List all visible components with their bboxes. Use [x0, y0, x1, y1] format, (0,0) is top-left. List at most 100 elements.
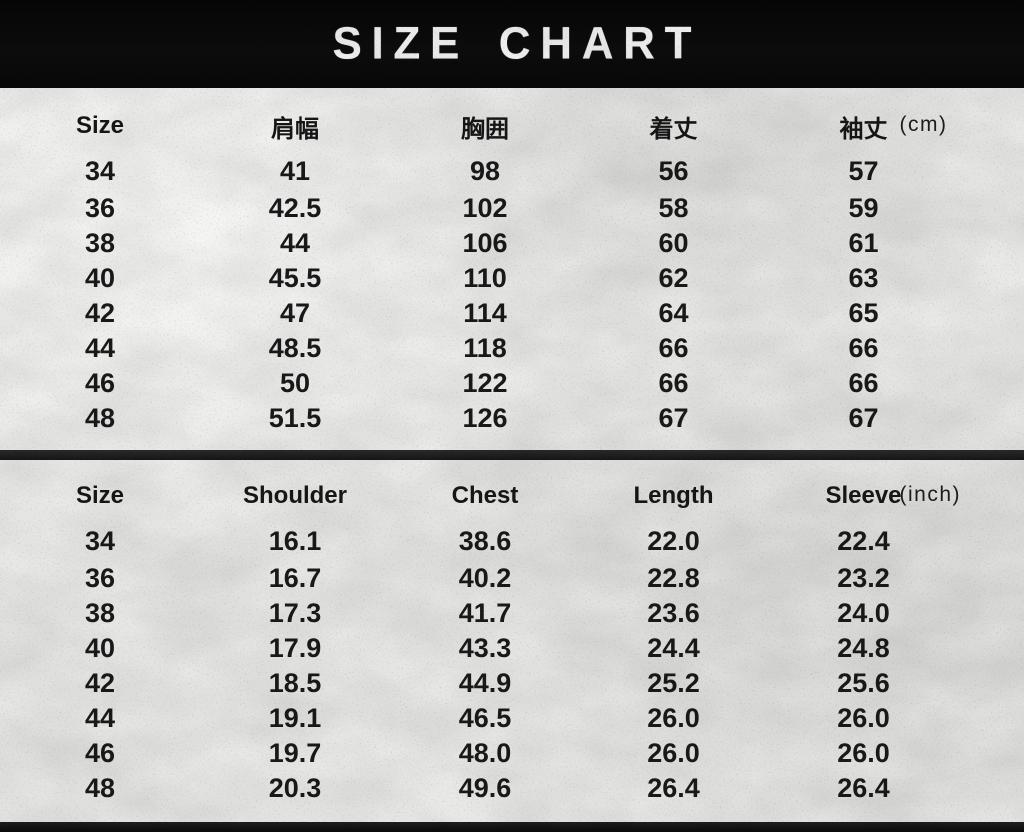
- table-cell: 62: [658, 263, 689, 293]
- table-cell: 48.5: [268, 333, 322, 363]
- table-cell: 36: [84, 193, 116, 223]
- table-cell: 42: [84, 668, 116, 698]
- page-title: SIZE CHART: [332, 18, 702, 69]
- column-header-cm-2: 胸囲: [390, 104, 580, 148]
- table-cell: 49.6: [458, 773, 512, 803]
- table-cell: 61: [848, 228, 879, 258]
- table-row: 36 16.7 40.2 22.8 23.2: [0, 561, 960, 596]
- table-row: 44 48.5 118 66 66: [0, 331, 960, 366]
- table-cell: 48: [84, 403, 116, 433]
- size-table-inch-section: Size Shoulder Chest Length Sleeve (inch) 34 16…: [0, 460, 1024, 822]
- table-cell: 19.7: [268, 738, 322, 768]
- table-cell: 20.3: [268, 773, 322, 803]
- table-cell: 26.0: [647, 738, 700, 768]
- table-cell: 25.2: [647, 668, 700, 698]
- header-row-inch: Size Shoulder Chest Length Sleeve (inch): [0, 474, 960, 518]
- column-header-label: Length: [633, 482, 714, 509]
- table-cell: 44: [84, 703, 116, 733]
- table-cell: 41: [279, 156, 311, 186]
- column-header-cm-1: 肩幅: [200, 104, 390, 148]
- table-cell: 17.9: [268, 633, 322, 663]
- table-cell: 66: [658, 368, 689, 398]
- table-row: 38 44 106 60 61: [0, 226, 960, 261]
- table-row: 36 42.5 102 58 59: [0, 191, 960, 226]
- column-header-inch-1: Shoulder: [200, 474, 390, 518]
- table-cell: 118: [463, 333, 507, 363]
- table-cell: 122: [462, 368, 508, 398]
- table-row: 46 19.7 48.0 26.0 26.0: [0, 736, 960, 771]
- table-cell: 24.4: [647, 633, 700, 663]
- table-cell: 64: [658, 298, 689, 328]
- column-header-label: Size: [75, 112, 125, 139]
- column-header-label: Sleeve: [825, 482, 902, 509]
- section-divider: [0, 450, 1024, 460]
- unit-label-cm: (cm): [899, 113, 948, 136]
- table-cell: 48.0: [458, 738, 512, 768]
- column-header-inch-3: Length: [580, 474, 767, 518]
- table-cell: 26.0: [647, 703, 700, 733]
- table-cell: 102: [462, 193, 508, 223]
- size-table-inch: Size Shoulder Chest Length Sleeve (inch) 34 16…: [0, 474, 960, 806]
- column-header-label: 肩幅: [271, 115, 319, 143]
- table-cell: 16.1: [268, 526, 322, 556]
- table-cell: 48: [84, 773, 116, 803]
- table-cell: 106: [462, 228, 508, 258]
- table-row: 34 16.1 38.6 22.0 22.4: [0, 518, 960, 561]
- column-header-cm-0: Size: [0, 104, 200, 148]
- table-cell: 40.2: [458, 563, 512, 593]
- table-cell: 22.4: [837, 526, 890, 556]
- table-cell: 40: [84, 633, 116, 663]
- table-cell: 23.6: [647, 598, 700, 628]
- table-cell: 44: [279, 228, 311, 258]
- column-header-cm-4: 袖丈 (cm): [767, 104, 960, 148]
- table-cell: 67: [658, 403, 689, 433]
- table-cell: 126: [462, 403, 508, 433]
- column-header-label: Shoulder: [242, 482, 347, 509]
- table-cell: 38: [84, 228, 116, 258]
- table-cell: 59: [848, 193, 879, 223]
- table-cell: 57: [848, 156, 879, 186]
- table-cell: 40: [84, 263, 116, 293]
- table-cell: 42: [84, 298, 116, 328]
- table-cell: 24.0: [837, 598, 890, 628]
- table-row: 46 50 122 66 66: [0, 366, 960, 401]
- table-cell: 22.8: [647, 563, 700, 593]
- table-cell: 65: [848, 298, 879, 328]
- table-cell: 50: [279, 368, 311, 398]
- column-header-label: 着丈: [649, 115, 698, 143]
- table-row: 34 41 98 56 57: [0, 148, 960, 191]
- title-bar: SIZE CHART: [0, 0, 1024, 88]
- table-cell: 46.5: [458, 703, 512, 733]
- table-cell: 42.5: [268, 193, 322, 223]
- column-header-cm-3: 着丈: [580, 104, 767, 148]
- table-cell: 38.6: [458, 526, 512, 556]
- size-table-cm: Size 肩幅 胸囲 着丈 袖丈 (cm) 34 41 98 56 57 36 42.5 102 58 59…: [0, 104, 960, 436]
- table-row: 44 19.1 46.5 26.0 26.0: [0, 701, 960, 736]
- table-cell: 114: [463, 298, 507, 328]
- table-cell: 26.4: [837, 773, 890, 803]
- table-cell: 34: [84, 156, 116, 186]
- size-table-cm-section: Size 肩幅 胸囲 着丈 袖丈 (cm) 34 41 98 56 57 36 42.5 102 58 59…: [0, 88, 1024, 450]
- table-cell: 98: [469, 156, 501, 186]
- table-cell: 34: [84, 526, 116, 556]
- table-cell: 18.5: [268, 668, 322, 698]
- table-cell: 19.1: [268, 703, 322, 733]
- table-cell: 44.9: [458, 668, 512, 698]
- table-cell: 41.7: [458, 598, 512, 628]
- table-cell: 22.0: [647, 526, 700, 556]
- table-row: 38 17.3 41.7 23.6 24.0: [0, 596, 960, 631]
- unit-label-inch: (inch): [899, 483, 962, 506]
- table-cell: 24.8: [837, 633, 890, 663]
- table-row: 48 20.3 49.6 26.4 26.4: [0, 771, 960, 806]
- table-cell: 56: [658, 156, 689, 186]
- table-cell: 36: [84, 563, 116, 593]
- table-cell: 66: [848, 333, 879, 363]
- table-cell: 63: [848, 263, 879, 293]
- table-cell: 67: [848, 403, 879, 433]
- table-row: 40 45.5 110 62 63: [0, 261, 960, 296]
- bottom-bar: [0, 822, 1024, 832]
- table-cell: 26.4: [647, 773, 700, 803]
- table-cell: 66: [658, 333, 689, 363]
- table-cell: 43.3: [458, 633, 512, 663]
